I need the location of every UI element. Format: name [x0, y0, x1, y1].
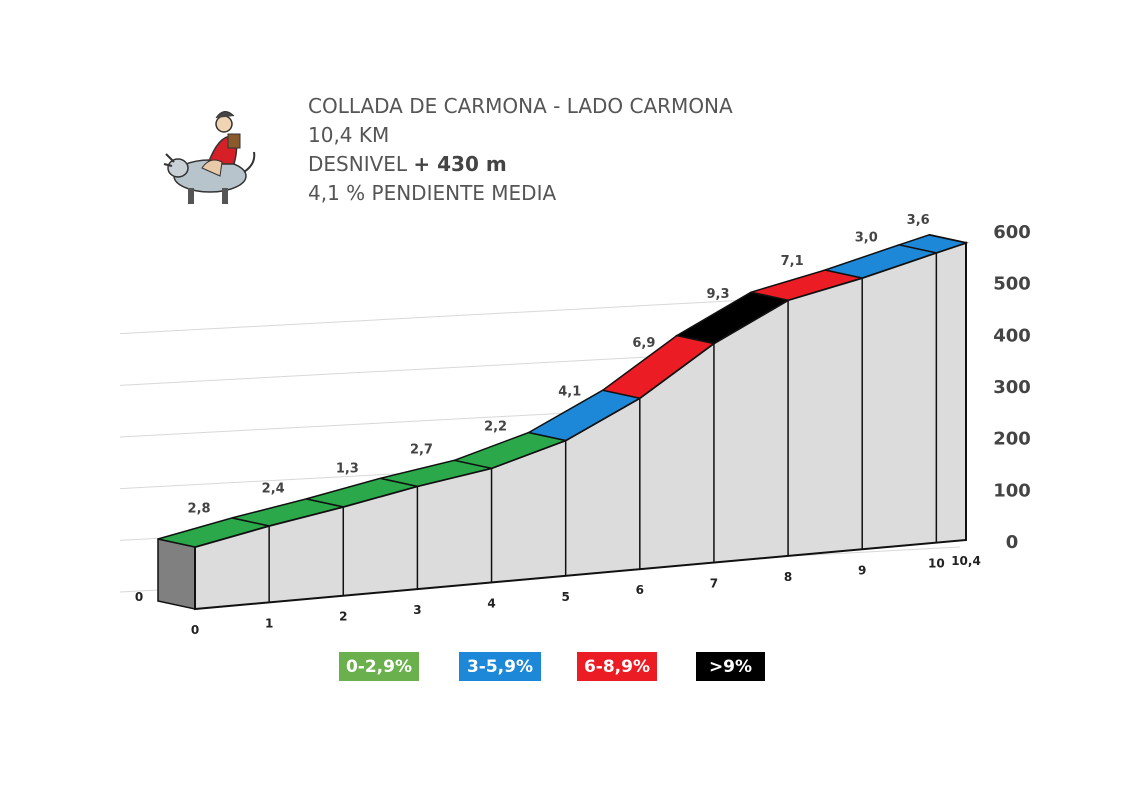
y-tick-label: 500 [993, 274, 1031, 295]
x-tick-label: 10,4 [951, 554, 981, 568]
elevation-gain-value: + 430 m [413, 152, 507, 176]
elevation-gain-prefix: DESNIVEL [308, 152, 414, 176]
x-tick-label: 10 [928, 557, 945, 571]
route-title: COLLADA DE CARMONA - LADO CARMONA [308, 94, 733, 118]
x-tick-label: 8 [784, 570, 792, 584]
gradient-label: 3,6 [907, 213, 930, 228]
x-tick-label: 4 [487, 596, 495, 610]
gradient-label: 1,3 [336, 462, 359, 477]
route-average-gradient: 4,1 % PENDIENTE MEDIA [308, 181, 557, 205]
x-tick-label: 7 [710, 577, 718, 591]
x-tick-label: 6 [636, 583, 644, 597]
gradient-label: 2,7 [410, 442, 433, 457]
profile-left-face [157, 538, 196, 610]
legend-gradient-6-8-9: 6-8,9% [577, 652, 657, 681]
x-tick-label: 5 [561, 590, 569, 604]
gradient-segment [896, 234, 969, 254]
y-tick-label: 200 [993, 429, 1031, 450]
x-tick-label: 0 [191, 623, 199, 637]
gradient-label: 2,8 [188, 501, 211, 516]
donkey-rider-logo [158, 106, 258, 212]
x-tick-label: 3 [413, 603, 421, 617]
x-axis-origin-label: 0 [135, 590, 143, 604]
route-info: COLLADA DE CARMONA - LADO CARMONA 10,4 K… [308, 92, 733, 208]
gradient-label: 3,0 [855, 230, 878, 245]
gradient-label: 6,9 [632, 336, 655, 351]
y-tick-label: 600 [993, 222, 1031, 243]
x-tick-label: 1 [265, 616, 273, 630]
gradient-label: 2,4 [262, 481, 285, 496]
legend-gradient-0-2-9: 0-2,9% [339, 652, 419, 681]
y-tick-label: 400 [993, 325, 1031, 346]
gradient-label: 2,2 [484, 419, 507, 434]
x-tick-label: 9 [858, 563, 866, 577]
gradient-label: 7,1 [781, 254, 804, 269]
route-distance: 10,4 KM [308, 123, 390, 147]
legend-gradient-3-5-9: 3-5,9% [459, 652, 541, 681]
legend-gradient-over-9: >9% [696, 652, 765, 681]
gradient-label: 9,3 [706, 287, 729, 302]
y-tick-label: 300 [993, 377, 1031, 398]
y-tick-label: 100 [993, 480, 1031, 501]
gradient-label: 4,1 [558, 384, 581, 399]
x-tick-label: 2 [339, 610, 347, 624]
y-tick-label: 0 [1006, 532, 1019, 553]
route-elevation-gain: DESNIVEL + 430 m [308, 150, 733, 179]
